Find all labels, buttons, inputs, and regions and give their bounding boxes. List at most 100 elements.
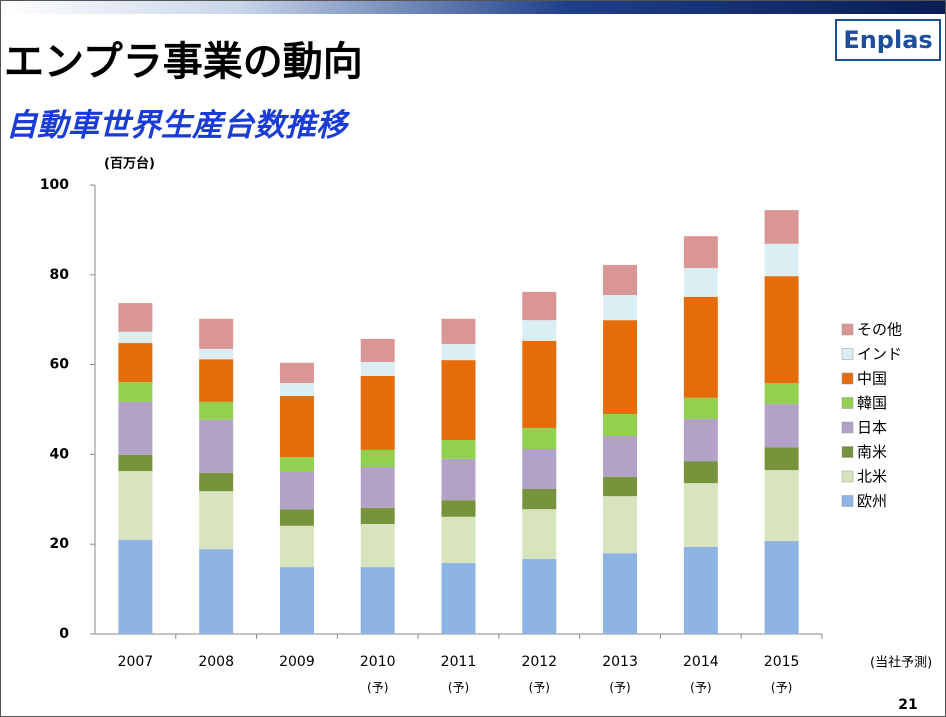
bar-segment [199, 359, 234, 402]
bar-segment [441, 458, 476, 501]
bar-segment [603, 553, 638, 634]
legend-label: インド [857, 345, 902, 363]
bar-segment [279, 362, 314, 384]
bar-segment [683, 461, 718, 484]
x-tick-label: 2014 [683, 654, 719, 670]
bar-segment [118, 539, 153, 634]
bar-segment [441, 360, 476, 441]
bar-segment [764, 470, 799, 542]
x-tick-label: 2011 [441, 654, 477, 670]
y-tick-label: 0 [59, 626, 69, 642]
bar-segment [360, 375, 395, 450]
bar-segment [360, 339, 395, 362]
logo: Enplas [843, 26, 932, 54]
subtitle: 自動車世界生産台数推移 [6, 108, 351, 144]
bar-segment [441, 343, 476, 361]
bar-segment [683, 483, 718, 547]
legend-swatch [841, 372, 854, 385]
x-tick-note: (予) [690, 681, 711, 695]
y-tick-label: 80 [50, 267, 70, 283]
bar-segment [360, 567, 395, 634]
x-tick-label: 2013 [602, 654, 638, 670]
y-axis-label: (百万台) [104, 156, 155, 172]
legend-label: 南米 [857, 443, 887, 461]
bar-segment [522, 427, 557, 450]
bar-segment [764, 243, 799, 277]
legend-swatch [841, 446, 854, 458]
x-tick-label: 2007 [118, 654, 154, 670]
bar-segment [603, 435, 638, 477]
legend-label: 北米 [857, 468, 887, 486]
bar-segment [118, 343, 153, 383]
bar-segment [522, 509, 557, 560]
bar-segment [764, 383, 799, 405]
x-tick-label: 2012 [521, 654, 557, 670]
x-tick-note: (予) [771, 681, 792, 695]
bar-segment [522, 488, 557, 510]
bar-segment [764, 210, 799, 244]
legend-swatch [841, 470, 854, 483]
page-number: 21 [898, 697, 917, 713]
bar-segment [683, 296, 718, 398]
x-tick-note: (予) [448, 681, 469, 695]
legend-label: 欧州 [857, 492, 887, 510]
legend-label: 日本 [857, 419, 887, 437]
bar-segment [603, 320, 638, 414]
legend-swatch [841, 323, 854, 336]
bar-segment [683, 397, 718, 419]
bar-segment [118, 382, 153, 402]
bar-segment [522, 449, 557, 489]
bar-segment [603, 264, 638, 296]
bar-segment [199, 472, 234, 492]
bar-segment [360, 507, 395, 524]
y-tick-label: 20 [50, 536, 70, 552]
bar-segment [279, 396, 314, 458]
bar-segment [118, 331, 153, 344]
legend-swatch [841, 348, 854, 360]
bar-segment [603, 496, 638, 554]
bar-segment [279, 525, 314, 568]
bar-segment [764, 541, 799, 634]
bar-segment [441, 440, 476, 459]
x-tick-label: 2009 [279, 654, 315, 670]
x-tick-label: 2010 [360, 654, 396, 670]
bar-segment [199, 491, 234, 550]
bar-segment [683, 546, 718, 634]
bar-segment [279, 567, 314, 634]
bar-segment [118, 454, 153, 472]
bar-segment [522, 291, 557, 321]
bar-segment [764, 447, 799, 471]
legend-label: 中国 [857, 370, 887, 388]
bar-segment [441, 500, 476, 517]
legend-swatch [841, 495, 854, 507]
x-tick-note: (予) [529, 681, 550, 695]
title: エンプラ事業の動向 [4, 39, 363, 85]
x-tick-note: (予) [609, 681, 630, 695]
x-tick-note: (予) [367, 681, 388, 695]
bar-segment [118, 401, 153, 455]
bar-segment [603, 476, 638, 497]
bar-segment [199, 419, 234, 473]
x-tick-label: 2008 [198, 654, 234, 670]
bar-segment [118, 471, 153, 540]
bar-segment [199, 318, 234, 349]
bar-segment [522, 340, 557, 428]
bar-segment [360, 361, 395, 376]
bar-segment [199, 401, 234, 420]
bar-segment [441, 318, 476, 344]
bar-segment [279, 471, 314, 510]
bar-segment [522, 320, 557, 341]
bar-segment [441, 516, 476, 564]
x-tick-label: 2015 [764, 654, 800, 670]
legend-label: 韓国 [857, 394, 887, 412]
bar-segment [683, 418, 718, 462]
y-tick-label: 40 [50, 446, 70, 462]
bar-segment [199, 549, 234, 634]
y-tick-label: 100 [40, 177, 69, 193]
bar-segment [360, 466, 395, 508]
bar-segment [683, 268, 718, 297]
bar-segment [603, 413, 638, 436]
bar-segment [279, 509, 314, 526]
bar-segment [279, 457, 314, 472]
